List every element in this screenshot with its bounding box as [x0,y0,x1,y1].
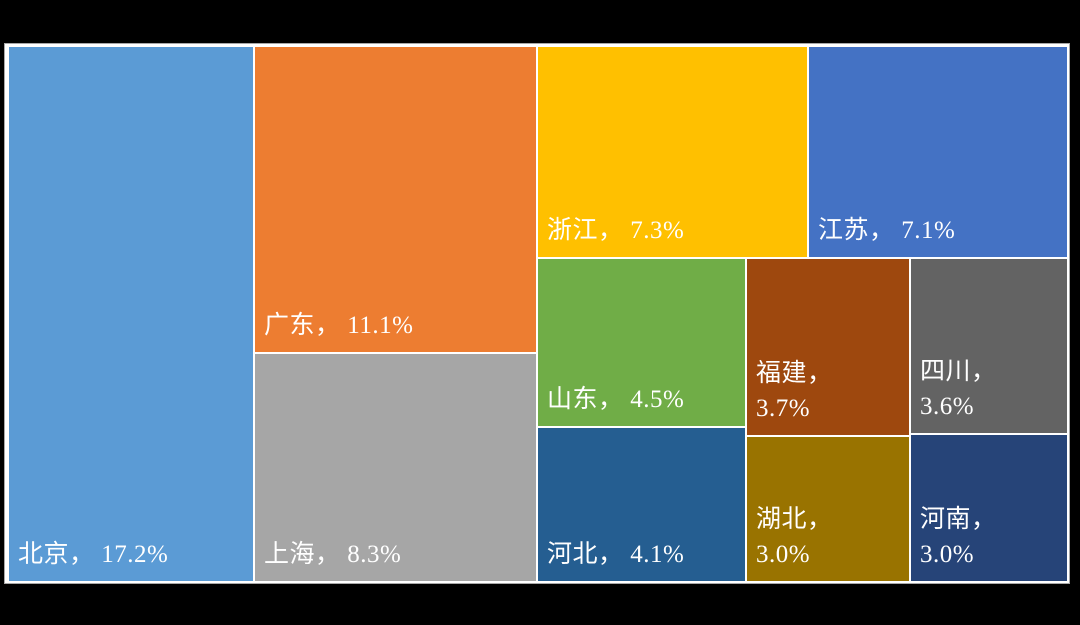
treemap-tile-label-beijing: 北京， 17.2% [18,540,169,568]
treemap-tile-label-henan: 河南， 3.0% [920,506,997,568]
treemap-tile-beijing: 北京， 17.2% [8,46,254,582]
treemap-tile-label-hubei: 湖北， 3.0% [756,506,833,568]
treemap-tile-sichuan: 四川， 3.6% [910,258,1068,434]
treemap-tile-zhejiang: 浙江， 7.3% [537,46,808,258]
treemap-tile-label-sichuan: 四川， 3.6% [920,358,997,420]
treemap-tile-hebei: 河北， 4.1% [537,427,746,582]
treemap-tile-label-jiangsu: 江苏， 7.1% [818,216,956,244]
treemap-tile-fujian: 福建， 3.7% [746,258,910,436]
treemap-tile-label-zhejiang: 浙江， 7.3% [547,216,685,244]
treemap-tile-label-shandong: 山东， 4.5% [547,385,685,413]
treemap-tile-shandong: 山东， 4.5% [537,258,746,427]
treemap-tile-label-guangdong: 广东， 11.1% [264,311,414,339]
treemap-tile-label-fujian: 福建， 3.7% [756,360,833,422]
treemap-tile-hubei: 湖北， 3.0% [746,436,910,582]
treemap-tile-shanghai: 上海， 8.3% [254,353,537,582]
treemap-tile-jiangsu: 江苏， 7.1% [808,46,1068,258]
treemap-tile-henan: 河南， 3.0% [910,434,1068,582]
treemap-tile-guangdong: 广东， 11.1% [254,46,537,353]
treemap-tile-label-shanghai: 上海， 8.3% [264,540,402,568]
treemap-tile-label-hebei: 河北， 4.1% [547,540,685,568]
